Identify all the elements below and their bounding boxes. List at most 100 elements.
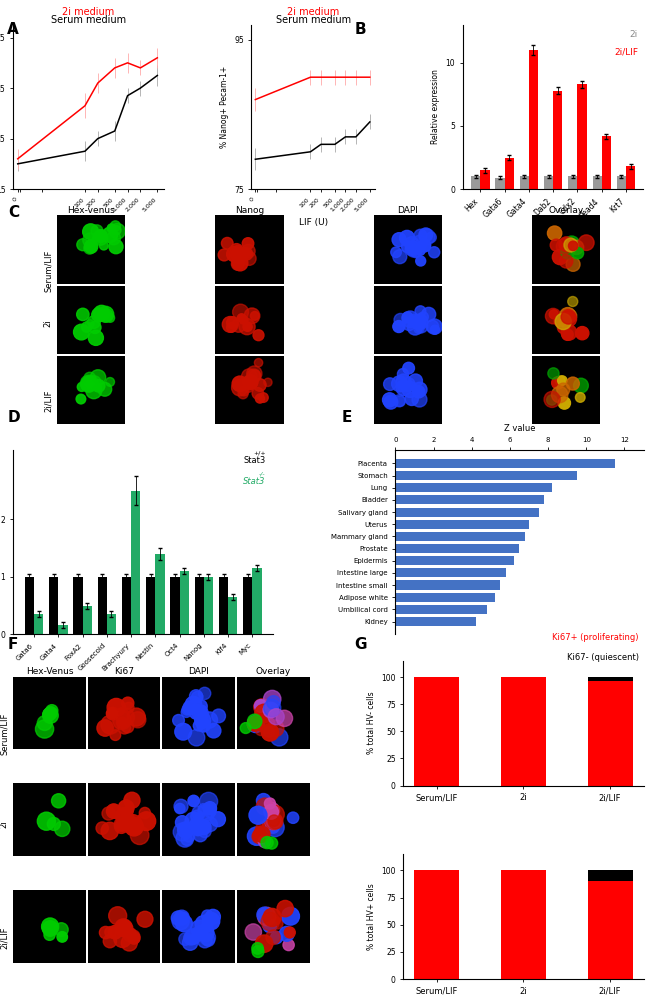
Circle shape [92,380,105,392]
Circle shape [255,821,270,836]
Circle shape [202,910,213,921]
Circle shape [405,244,417,256]
Circle shape [203,817,217,831]
Bar [414,677,460,785]
Circle shape [109,925,122,939]
Circle shape [43,708,56,721]
Circle shape [202,934,215,946]
Circle shape [176,815,189,829]
Circle shape [181,823,192,835]
Circle shape [200,792,218,810]
Circle shape [576,327,589,340]
Circle shape [544,392,560,408]
Circle shape [403,363,415,374]
Circle shape [268,814,283,829]
Circle shape [244,308,260,324]
Text: Ki67- (quiescent): Ki67- (quiescent) [567,653,639,662]
Circle shape [196,924,214,942]
Circle shape [558,397,571,410]
Circle shape [181,707,192,717]
Text: 2i medium: 2i medium [287,7,339,17]
Bar [480,170,489,189]
Circle shape [115,919,132,936]
Circle shape [268,815,280,826]
Circle shape [555,376,565,386]
Circle shape [185,812,202,829]
Circle shape [222,317,238,333]
Circle shape [564,236,579,252]
Circle shape [411,248,420,258]
Circle shape [393,321,405,333]
Circle shape [101,715,120,734]
Circle shape [232,319,246,333]
Circle shape [114,820,128,833]
Bar [395,604,487,614]
Circle shape [266,818,284,837]
Circle shape [37,715,52,730]
Circle shape [408,316,418,326]
Text: +/+: +/+ [253,451,266,456]
Circle shape [558,322,569,334]
Bar [501,677,546,785]
Circle shape [283,939,294,951]
Circle shape [190,689,203,703]
Circle shape [573,379,588,393]
Bar [395,580,500,589]
Circle shape [176,912,188,924]
Circle shape [566,258,580,272]
Circle shape [90,370,106,386]
Bar [107,614,116,634]
Bar [395,556,514,565]
Circle shape [257,793,270,807]
Bar [568,177,577,189]
Text: B: B [354,22,366,37]
Circle shape [230,244,243,257]
Text: 2i medium: 2i medium [62,7,114,17]
Y-axis label: % Nanog+ Pecam-1+: % Nanog+ Pecam-1+ [220,66,229,148]
Circle shape [561,246,574,259]
Circle shape [383,393,396,407]
Circle shape [557,383,570,396]
Circle shape [419,229,435,245]
Y-axis label: 2i: 2i [0,820,9,827]
Circle shape [227,247,242,262]
Text: F: F [8,637,18,652]
Circle shape [569,241,578,251]
Circle shape [116,920,133,937]
Circle shape [190,817,205,832]
Circle shape [281,907,300,925]
Circle shape [248,827,266,845]
Circle shape [263,919,276,933]
Circle shape [117,717,128,728]
Bar [204,577,213,634]
Circle shape [257,715,275,733]
Bar [252,568,261,634]
Circle shape [124,792,140,808]
Circle shape [222,238,233,249]
Circle shape [232,246,244,258]
Circle shape [92,235,101,244]
Bar [495,178,504,189]
Circle shape [191,818,208,835]
Circle shape [195,915,213,933]
Bar [577,84,587,189]
Circle shape [252,946,264,957]
Circle shape [555,314,571,330]
Circle shape [46,704,58,716]
Circle shape [185,696,202,713]
Title: Serum medium: Serum medium [276,15,351,25]
Circle shape [401,378,415,392]
Circle shape [254,698,270,715]
Circle shape [247,366,262,382]
Circle shape [51,794,66,808]
Circle shape [263,816,280,833]
Circle shape [173,714,185,726]
Circle shape [244,376,258,389]
Y-axis label: 2i/LIF: 2i/LIF [0,927,9,949]
Y-axis label: 2i/LIF: 2i/LIF [44,390,53,413]
Circle shape [211,812,226,826]
Circle shape [427,319,442,335]
Circle shape [84,373,96,384]
Circle shape [124,702,134,713]
Circle shape [107,224,116,233]
